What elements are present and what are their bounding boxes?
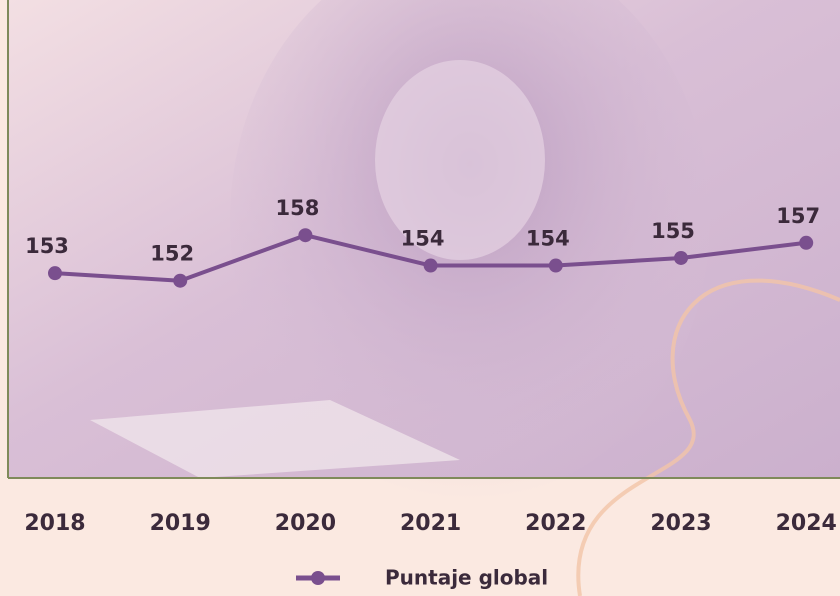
x-tick-label: 2018 bbox=[24, 511, 85, 536]
data-label: 155 bbox=[651, 219, 695, 243]
data-point bbox=[48, 266, 62, 280]
page: 2018 2019 2020 2021 2022 2023 2024 153 152 158 154… bbox=[0, 0, 840, 596]
data-point bbox=[549, 259, 563, 273]
chart: 2018 2019 2020 2021 2022 2023 2024 153 152 158 154… bbox=[0, 0, 840, 596]
x-tick-label: 2022 bbox=[525, 511, 586, 536]
legend-marker bbox=[311, 571, 325, 585]
data-point bbox=[298, 228, 312, 242]
data-point bbox=[424, 259, 438, 273]
data-point bbox=[674, 251, 688, 265]
data-label: 152 bbox=[150, 242, 194, 266]
x-tick-label: 2021 bbox=[400, 511, 461, 536]
x-tick-label: 2023 bbox=[650, 511, 711, 536]
x-tick-label: 2024 bbox=[776, 511, 837, 536]
x-tick-label: 2019 bbox=[150, 511, 211, 536]
data-point bbox=[173, 274, 187, 288]
data-point bbox=[799, 236, 813, 250]
data-label: 158 bbox=[275, 196, 319, 220]
legend: Puntaje global bbox=[296, 566, 548, 590]
data-label: 154 bbox=[526, 227, 570, 251]
data-label: 157 bbox=[776, 204, 820, 228]
legend-label: Puntaje global bbox=[385, 566, 548, 590]
data-label: 153 bbox=[25, 234, 69, 258]
data-label: 154 bbox=[401, 227, 445, 251]
x-tick-label: 2020 bbox=[275, 511, 336, 536]
